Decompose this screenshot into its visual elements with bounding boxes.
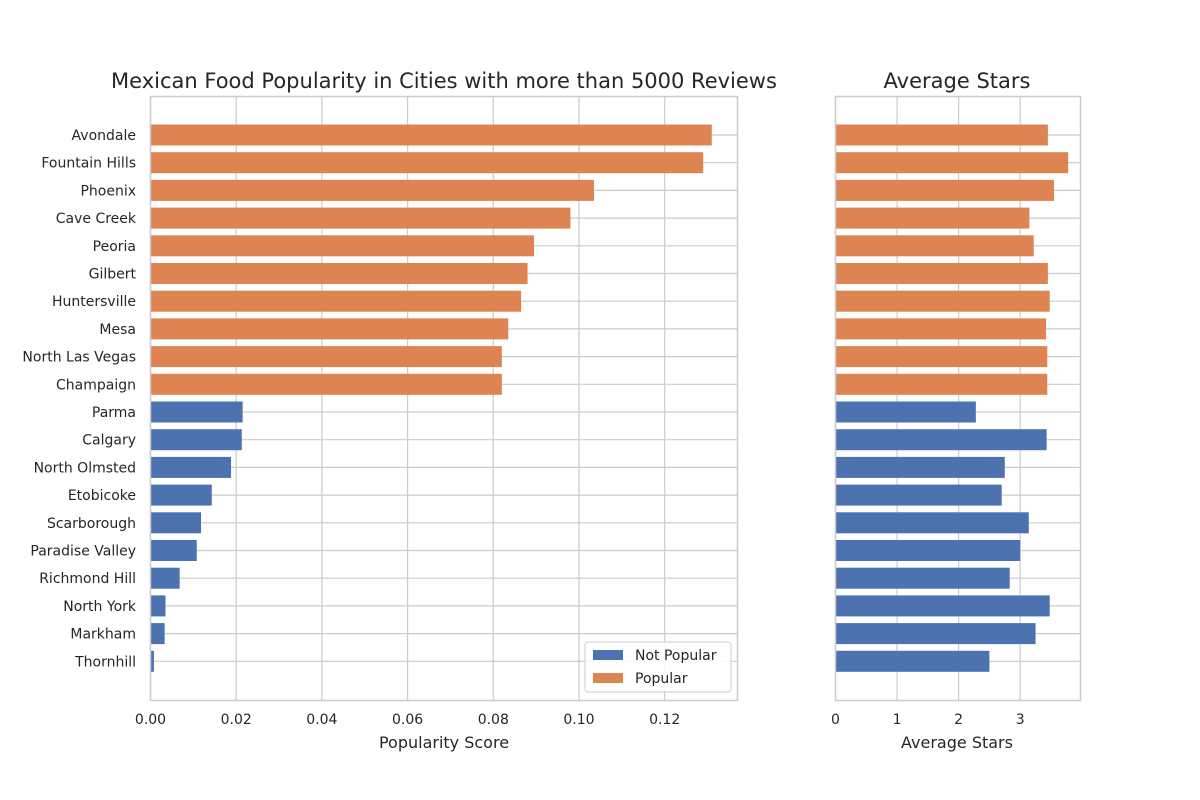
stars-chart-title: Average Stars xyxy=(884,69,1031,93)
city-label-fountain-hills: Fountain Hills xyxy=(41,156,136,172)
stars-x-tick-label: 2 xyxy=(954,712,963,728)
city-label-mesa: Mesa xyxy=(99,322,136,338)
popularity-bar-mesa xyxy=(150,318,509,340)
city-label-markham: Markham xyxy=(70,627,136,643)
city-label-north-york: North York xyxy=(63,599,137,615)
legend-label-not-popular: Not Popular xyxy=(635,648,717,664)
stars-bar-fountain-hills xyxy=(835,152,1069,174)
city-label-phoenix: Phoenix xyxy=(80,183,136,199)
popularity-x-tick-label: 0.10 xyxy=(563,712,594,728)
stars-x-tick-label: 0 xyxy=(831,712,840,728)
city-tick-labels: Avondale Fountain Hills Phoenix Cave Creek P… xyxy=(22,128,136,670)
stars-plot-frame xyxy=(834,95,1082,702)
stars-x-tick-labels: 0 1 2 3 xyxy=(831,712,1025,728)
city-label-huntersville: Huntersville xyxy=(52,294,136,310)
stars-bar-north-olmsted xyxy=(835,456,1005,478)
city-label-peoria: Peoria xyxy=(93,239,136,255)
stars-bar-north-york xyxy=(835,595,1050,617)
stars-bar-parma xyxy=(835,401,976,423)
stars-x-tick-label: 1 xyxy=(893,712,902,728)
city-label-champaign: Champaign xyxy=(56,377,136,393)
popularity-bar-peoria xyxy=(150,235,534,257)
stars-bar-mesa xyxy=(835,318,1047,340)
stars-bar-huntersville xyxy=(835,290,1050,312)
popularity-x-tick-label: 0.08 xyxy=(478,712,509,728)
popularity-bar-paradise-valley xyxy=(150,540,197,561)
popularity-x-tick-label: 0.00 xyxy=(135,712,166,728)
city-label-cave-creek: Cave Creek xyxy=(56,211,137,227)
popularity-bars xyxy=(150,124,712,672)
popularity-bar-scarborough xyxy=(150,512,202,534)
city-label-richmond-hill: Richmond Hill xyxy=(39,571,136,587)
city-label-avondale: Avondale xyxy=(72,128,136,144)
popularity-x-tick-label: 0.06 xyxy=(392,712,423,728)
city-label-calgary: Calgary xyxy=(82,433,136,449)
popularity-bar-richmond-hill xyxy=(150,567,180,589)
city-label-gilbert: Gilbert xyxy=(89,267,137,283)
popularity-chart-title: Mexican Food Popularity in Cities with m… xyxy=(111,69,777,93)
stars-bar-markham xyxy=(835,623,1036,645)
popularity-bar-champaign xyxy=(150,373,502,395)
popularity-bar-thornhill xyxy=(150,650,154,672)
popularity-bar-north-las-vegas xyxy=(150,346,502,368)
city-label-scarborough: Scarborough xyxy=(47,516,136,532)
popularity-x-tick-label: 0.02 xyxy=(221,712,252,728)
popularity-bar-phoenix xyxy=(150,179,594,201)
popularity-x-tick-labels: 0.00 0.02 0.04 0.06 0.08 0.10 0.12 xyxy=(135,712,680,728)
popularity-bar-avondale xyxy=(150,124,712,146)
stars-bar-champaign xyxy=(835,373,1048,395)
legend-label-popular: Popular xyxy=(635,671,688,687)
stars-bar-paradise-valley xyxy=(835,540,1021,561)
popularity-x-tick-label: 0.04 xyxy=(306,712,337,728)
stars-bar-peoria xyxy=(835,235,1034,257)
legend-swatch-popular xyxy=(593,673,623,683)
city-label-paradise-valley: Paradise Valley xyxy=(30,544,136,560)
stars-bar-scarborough xyxy=(835,512,1029,534)
popularity-bar-markham xyxy=(150,623,165,645)
city-label-north-las-vegas: North Las Vegas xyxy=(22,350,136,366)
stars-bar-cave-creek xyxy=(835,207,1030,229)
city-label-etobicoke: Etobicoke xyxy=(68,488,136,504)
stars-bar-calgary xyxy=(835,429,1047,451)
stars-bar-thornhill xyxy=(835,650,990,672)
stars-bar-avondale xyxy=(835,124,1048,146)
city-label-north-olmsted: North Olmsted xyxy=(34,460,136,476)
popularity-chart: Mexican Food Popularity in Cities with m… xyxy=(22,69,777,752)
popularity-bar-huntersville xyxy=(150,290,522,312)
stars-bar-phoenix xyxy=(835,179,1055,201)
popularity-bar-etobicoke xyxy=(150,484,212,506)
popularity-bar-gilbert xyxy=(150,263,528,284)
popularity-bar-calgary xyxy=(150,429,242,451)
stars-x-tick-label: 3 xyxy=(1016,712,1025,728)
popularity-bar-fountain-hills xyxy=(150,152,704,174)
stars-bar-north-las-vegas xyxy=(835,346,1048,368)
stars-bar-gilbert xyxy=(835,263,1048,284)
stars-chart: Average Stars 0 1 2 3 Average Stars xyxy=(831,69,1082,752)
legend: Not Popular Popular xyxy=(584,641,732,693)
popularity-bar-cave-creek xyxy=(150,207,571,229)
stars-bar-richmond-hill xyxy=(835,567,1010,589)
popularity-x-tick-label: 0.12 xyxy=(649,712,680,728)
stars-bars xyxy=(835,124,1069,672)
popularity-plot-frame xyxy=(149,95,739,702)
legend-swatch-not-popular xyxy=(593,650,623,660)
popularity-bar-north-york xyxy=(150,595,166,617)
popularity-bar-parma xyxy=(150,401,243,423)
stars-bar-etobicoke xyxy=(835,484,1002,506)
stars-x-axis-label: Average Stars xyxy=(901,733,1013,752)
city-label-thornhill: Thornhill xyxy=(74,654,136,670)
popularity-x-axis-label: Popularity Score xyxy=(379,733,509,752)
popularity-bar-north-olmsted xyxy=(150,456,232,478)
city-label-parma: Parma xyxy=(92,405,136,421)
